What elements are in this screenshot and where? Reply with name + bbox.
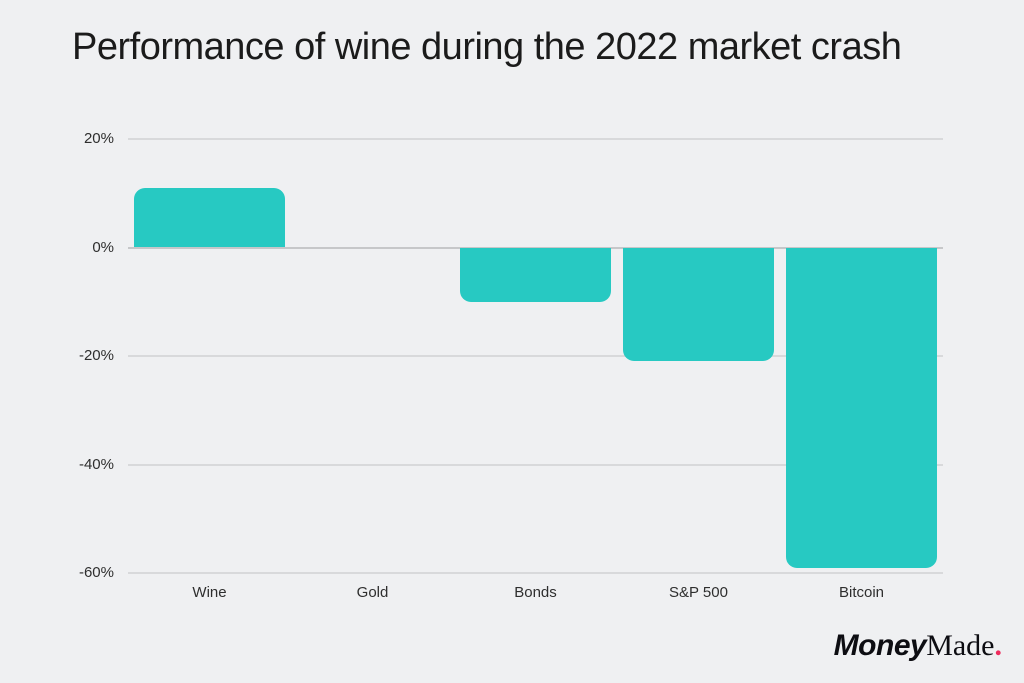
x-category-label: Bonds xyxy=(514,584,557,601)
logo-made-text: Made xyxy=(926,629,995,662)
y-tick-label: -40% xyxy=(78,455,114,473)
y-tick-label: -20% xyxy=(78,347,114,364)
logo-dot: . xyxy=(994,629,1003,662)
bar-bonds xyxy=(460,247,611,302)
gridline xyxy=(128,572,943,574)
logo-money-text: Money xyxy=(833,629,927,662)
x-category-label: Wine xyxy=(192,584,227,601)
gridline xyxy=(128,138,943,140)
x-category-label: Bitcoin xyxy=(838,584,885,601)
chart-title: Performance of wine during the 2022 mark… xyxy=(72,26,902,68)
y-tick-label: -60% xyxy=(78,564,114,581)
bar-s-p-500 xyxy=(623,247,774,362)
gridline xyxy=(128,355,943,357)
x-category-label: S&P 500 xyxy=(669,584,728,601)
y-tick-label: 0% xyxy=(92,238,114,256)
bar-bitcoin xyxy=(786,247,937,568)
y-tick-label: 20% xyxy=(83,130,114,147)
x-category-label: Gold xyxy=(356,584,389,601)
moneymade-logo: MoneyMade. xyxy=(834,629,1002,663)
gridline xyxy=(128,463,943,466)
bar-wine xyxy=(134,187,285,248)
